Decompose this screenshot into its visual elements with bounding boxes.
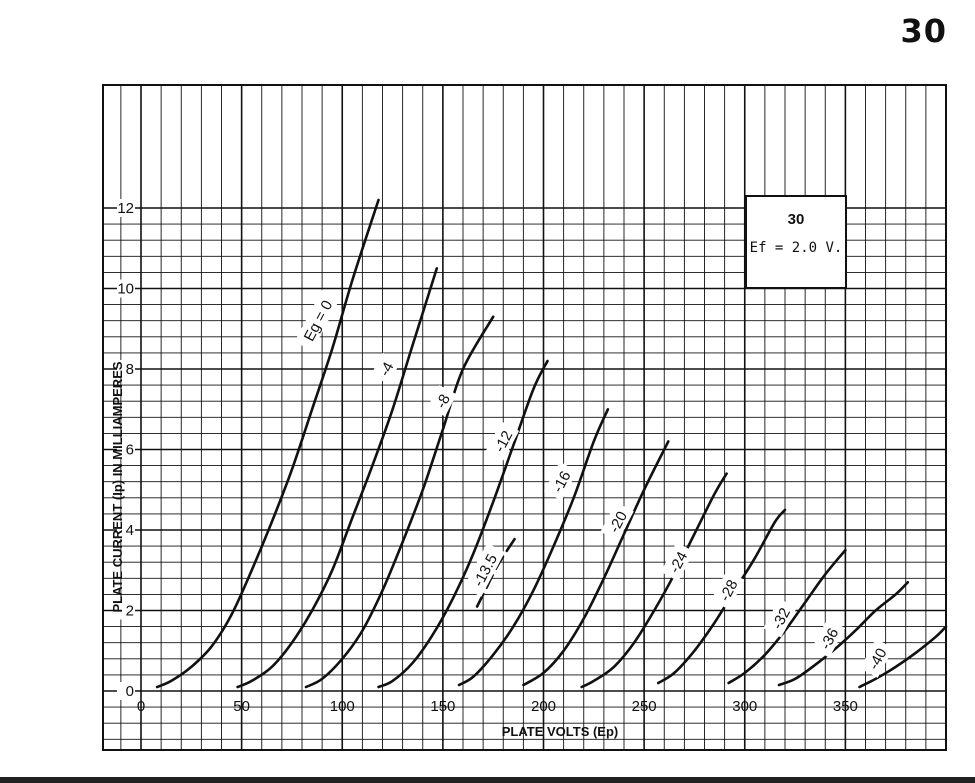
x-tick-label: 300	[732, 698, 757, 715]
y-tick-bg	[117, 682, 135, 700]
y-tick-label: 10	[117, 281, 134, 298]
ticks: 0 50 100 150 200 250 300 350 0 2 4 6 8 10 12	[117, 199, 858, 715]
curve-label-bg	[427, 384, 457, 417]
curve-label-bg	[763, 598, 797, 638]
curve-6	[522, 440, 670, 687]
y-axis-label: PLATE CURRENT (Ip) IN MILLIAMPERES	[110, 361, 125, 612]
y-tick-bg	[117, 521, 135, 539]
curve-label-bg	[544, 461, 578, 501]
x-tick-label: 350	[833, 698, 858, 715]
curve-label-bg	[463, 542, 505, 597]
y-tick-label: 0	[126, 683, 134, 700]
page-number: 30	[900, 12, 947, 50]
curve-label-4: -13.5	[463, 542, 505, 597]
curve-label-bg	[860, 638, 894, 678]
y-tick-label: 8	[126, 361, 134, 378]
y-tick-label: 4	[126, 522, 134, 539]
x-tick-label: 200	[531, 698, 556, 715]
curve-2	[304, 315, 495, 689]
y-tick-bg	[117, 199, 135, 217]
curve-label-5: -16	[544, 461, 578, 501]
bottom-bar	[0, 777, 975, 783]
legend-tube: 30	[788, 211, 805, 228]
y-tick-bg	[117, 440, 135, 459]
y-tick-bg	[117, 360, 135, 378]
curve-label-bg	[294, 289, 340, 351]
curve-label-9: -32	[763, 598, 797, 638]
x-tick-label: 150	[430, 698, 455, 715]
curve-label-bg	[485, 421, 520, 461]
curve-label-1: -4	[370, 352, 401, 385]
curve-label-bg	[711, 570, 745, 610]
curve-labels: Eg = 0-4-8-12-13.5-16-20-24-28-32-36-40	[294, 289, 894, 678]
curve-label-bg	[370, 352, 401, 385]
y-tick-label: 12	[117, 200, 134, 217]
curve-label-bg	[660, 542, 695, 582]
curve-label-8: -28	[711, 570, 745, 610]
curve-3	[377, 359, 549, 689]
curve-5	[457, 408, 610, 687]
curve-1	[236, 267, 439, 689]
legend-filament: Ef = 2.0 V.	[750, 240, 843, 256]
grid	[102, 84, 947, 751]
x-tick-label: 0	[137, 698, 145, 715]
curve-label-7: -24	[660, 542, 695, 582]
curve-7	[580, 472, 728, 689]
x-tick-label: 50	[233, 698, 250, 715]
y-tick-bg	[117, 601, 135, 620]
x-axis-label: PLATE VOLTS (Ep)	[502, 724, 619, 739]
curve-label-bg	[600, 502, 634, 542]
curve-10	[777, 581, 910, 687]
curve-label-10: -36	[811, 618, 846, 658]
legend-box: 30 Ef = 2.0 V.	[745, 195, 847, 289]
curve-label-2: -8	[427, 384, 457, 417]
curve-0	[155, 198, 380, 689]
y-tick-label: 2	[126, 603, 134, 620]
y-tick-bg	[117, 279, 135, 298]
curve-label-bg	[811, 618, 846, 658]
y-tick-label: 6	[126, 442, 134, 459]
x-tick-label: 250	[632, 698, 657, 715]
curve-9	[727, 548, 847, 685]
x-tick-label: 100	[330, 698, 355, 715]
curve-11	[858, 625, 948, 689]
